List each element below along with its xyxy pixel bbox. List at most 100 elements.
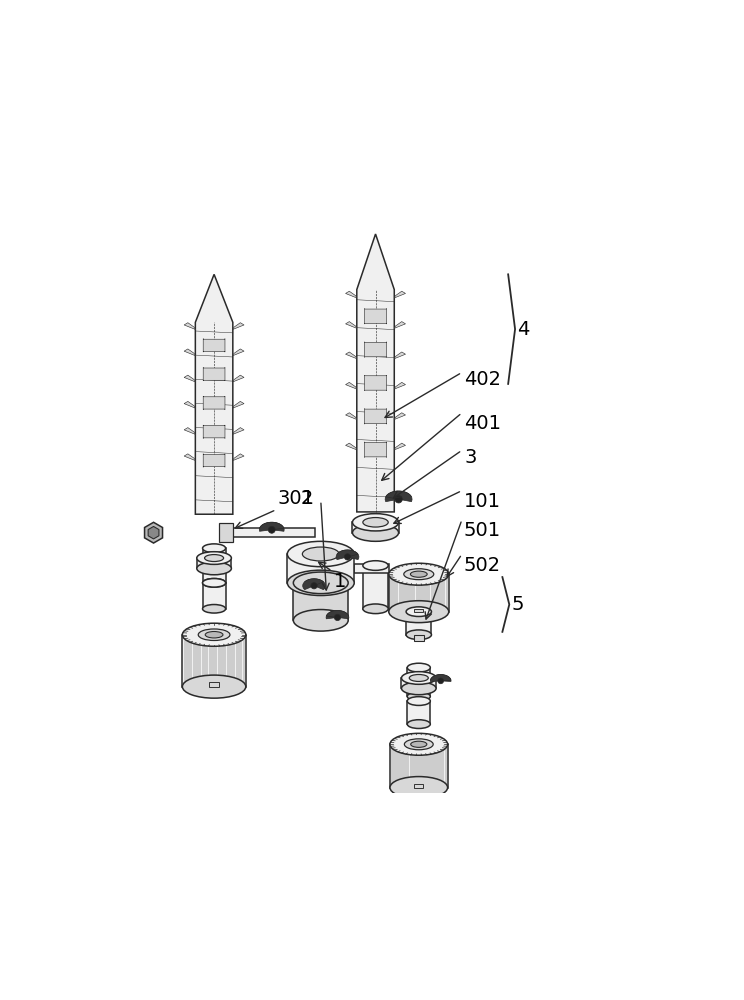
Polygon shape [184,323,196,329]
Polygon shape [394,352,405,359]
FancyBboxPatch shape [365,342,386,357]
Ellipse shape [402,672,436,684]
Ellipse shape [293,572,348,594]
Polygon shape [357,234,394,512]
Polygon shape [406,612,432,635]
Text: 401: 401 [464,414,501,433]
Ellipse shape [407,692,430,701]
Ellipse shape [287,541,354,567]
Polygon shape [430,675,451,681]
Bar [354,564,389,573]
Polygon shape [407,668,430,696]
Text: 502: 502 [464,556,501,575]
Polygon shape [337,550,359,560]
Ellipse shape [302,547,339,561]
Polygon shape [196,274,233,514]
Ellipse shape [353,524,399,541]
Ellipse shape [405,739,433,750]
Polygon shape [430,675,451,681]
Ellipse shape [404,569,434,580]
FancyBboxPatch shape [203,396,225,410]
Ellipse shape [202,578,225,587]
Polygon shape [233,454,244,461]
Polygon shape [293,583,348,620]
FancyBboxPatch shape [365,375,386,391]
Ellipse shape [363,518,388,527]
Circle shape [344,554,350,560]
Polygon shape [233,401,244,408]
Bar [414,784,423,788]
Text: 402: 402 [464,370,501,389]
Polygon shape [182,635,246,687]
Polygon shape [402,678,436,688]
FancyBboxPatch shape [203,339,225,352]
Polygon shape [233,375,244,382]
Ellipse shape [363,561,388,570]
Polygon shape [394,443,405,450]
Text: 101: 101 [464,492,501,511]
Bar [225,528,315,537]
Polygon shape [394,291,405,298]
FancyBboxPatch shape [365,442,386,457]
Circle shape [395,495,403,503]
Polygon shape [260,522,284,531]
Ellipse shape [411,571,427,577]
Ellipse shape [407,697,430,705]
Polygon shape [184,349,196,356]
Bar [414,609,423,612]
Text: 4: 4 [517,320,530,339]
Circle shape [311,583,317,589]
Ellipse shape [202,605,225,613]
Polygon shape [363,566,388,609]
Polygon shape [353,522,399,533]
Polygon shape [287,554,354,583]
Ellipse shape [390,733,448,755]
Polygon shape [184,428,196,434]
Circle shape [437,678,443,684]
Ellipse shape [406,607,432,616]
Polygon shape [394,322,405,328]
Polygon shape [345,291,357,298]
Text: 5: 5 [512,595,524,614]
Polygon shape [184,401,196,408]
Ellipse shape [287,570,354,596]
FancyBboxPatch shape [203,454,225,467]
Text: 301: 301 [278,489,315,508]
FancyBboxPatch shape [203,367,225,381]
Ellipse shape [196,552,231,564]
Ellipse shape [198,629,230,641]
FancyBboxPatch shape [365,409,386,424]
Ellipse shape [389,563,449,585]
Polygon shape [345,322,357,328]
Polygon shape [260,522,284,531]
Ellipse shape [402,682,436,695]
Polygon shape [148,526,159,539]
Text: 1: 1 [334,572,347,591]
Ellipse shape [389,601,449,623]
Bar [209,682,219,687]
Polygon shape [327,610,349,619]
Text: 2: 2 [301,489,313,508]
Polygon shape [202,548,225,583]
Circle shape [334,614,341,621]
Ellipse shape [202,579,225,587]
Bar [219,523,233,542]
Ellipse shape [411,741,427,747]
Polygon shape [233,349,244,356]
Polygon shape [184,375,196,382]
Ellipse shape [196,562,231,575]
Polygon shape [196,558,231,568]
Polygon shape [326,610,349,619]
Polygon shape [303,579,324,590]
Ellipse shape [205,555,224,562]
Polygon shape [336,550,358,560]
Polygon shape [345,413,357,419]
Polygon shape [233,323,244,329]
Polygon shape [345,382,357,389]
Ellipse shape [407,663,430,672]
Bar [414,635,424,641]
Polygon shape [385,491,412,502]
Polygon shape [385,491,411,502]
Ellipse shape [353,514,399,531]
Polygon shape [390,744,448,788]
